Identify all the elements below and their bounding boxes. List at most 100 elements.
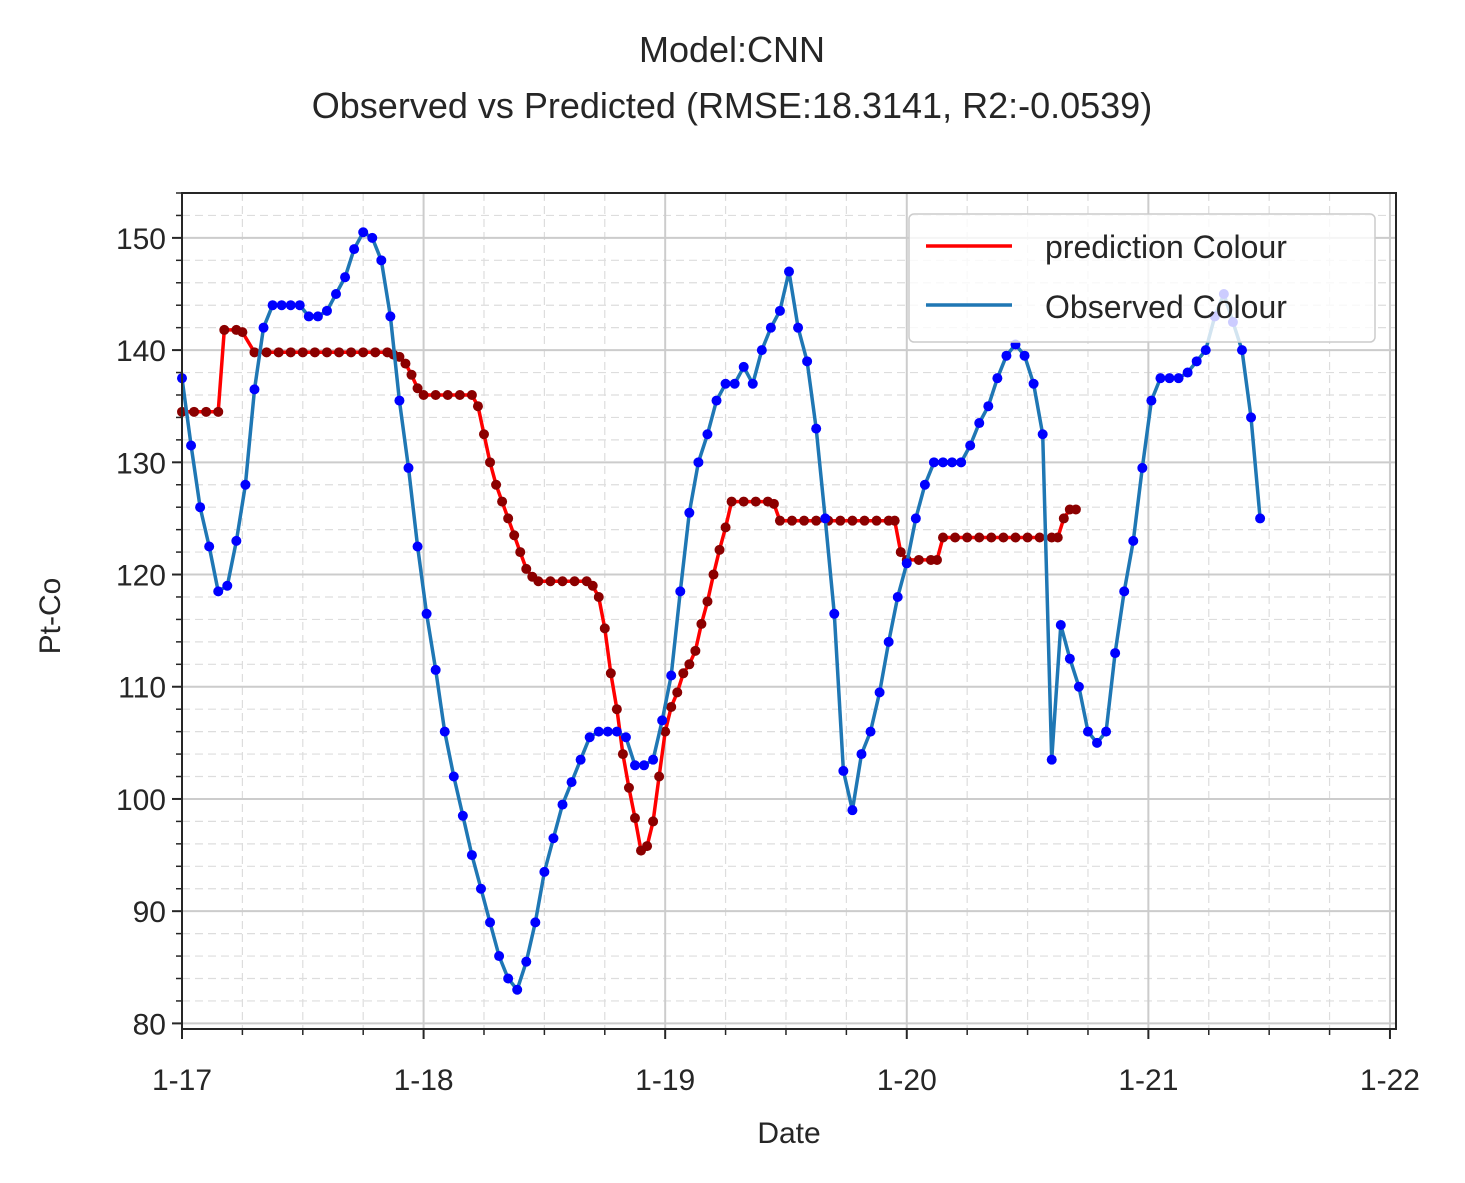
- data-point-observed: [249, 384, 260, 395]
- data-point-observed: [1128, 535, 1139, 546]
- data-point-observed: [448, 771, 459, 782]
- data-point-observed: [829, 608, 840, 619]
- data-point-observed: [820, 513, 831, 524]
- data-point-observed: [340, 272, 351, 283]
- data-point-observed: [865, 726, 876, 737]
- chart-title: Model:CNN: [639, 29, 825, 70]
- data-point-observed: [1110, 648, 1121, 659]
- data-point-prediction: [913, 554, 924, 565]
- data-point-prediction: [321, 347, 332, 358]
- data-point-observed: [774, 305, 785, 316]
- data-point-observed: [566, 777, 577, 788]
- data-point-prediction: [726, 496, 737, 507]
- data-point-prediction: [213, 406, 224, 417]
- y-tick-label: 130: [116, 447, 166, 480]
- data-point-observed: [1255, 513, 1266, 524]
- data-point-prediction: [938, 532, 949, 543]
- data-point-prediction: [472, 401, 483, 412]
- data-point-prediction: [678, 668, 689, 679]
- data-point-prediction: [811, 515, 822, 526]
- data-point-prediction: [666, 701, 677, 712]
- data-point-observed: [765, 322, 776, 333]
- data-point-prediction: [503, 513, 514, 524]
- data-point-observed: [947, 457, 958, 468]
- data-point-observed: [747, 378, 758, 389]
- data-point-prediction: [189, 406, 200, 417]
- data-point-observed: [294, 300, 305, 311]
- data-point-observed: [394, 395, 405, 406]
- data-point-observed: [793, 322, 804, 333]
- data-point-observed: [1037, 429, 1048, 440]
- x-tick-label: 1-22: [1360, 1064, 1420, 1097]
- data-point-prediction: [515, 547, 526, 558]
- data-point-observed: [1101, 726, 1112, 737]
- data-point-observed: [421, 608, 432, 619]
- data-point-observed: [195, 502, 206, 513]
- data-point-prediction: [406, 369, 417, 380]
- data-point-observed: [231, 535, 242, 546]
- data-point-prediction: [297, 347, 308, 358]
- data-point-observed: [611, 726, 622, 737]
- x-tick-label: 1-18: [394, 1064, 454, 1097]
- data-point-prediction: [720, 522, 731, 533]
- data-point-prediction: [1034, 532, 1045, 543]
- legend-label-observed: Observed Colour: [1045, 289, 1287, 325]
- data-point-observed: [974, 418, 985, 429]
- data-point-prediction: [750, 496, 761, 507]
- data-point-observed: [729, 378, 740, 389]
- data-point-prediction: [587, 580, 598, 591]
- data-point-prediction: [768, 498, 779, 509]
- data-point-observed: [983, 401, 994, 412]
- data-point-observed: [213, 586, 224, 597]
- data-point-prediction: [334, 347, 345, 358]
- data-point-observed: [602, 726, 613, 737]
- data-point-observed: [475, 883, 486, 894]
- data-point-observed: [901, 558, 912, 569]
- data-point-prediction: [454, 389, 465, 400]
- data-point-observed: [494, 951, 505, 962]
- data-point-prediction: [509, 530, 520, 541]
- data-point-prediction: [998, 532, 1009, 543]
- data-point-prediction: [847, 515, 858, 526]
- data-point-prediction: [611, 704, 622, 715]
- y-axis-label: Pt-Co: [34, 578, 67, 655]
- data-point-observed: [1001, 350, 1012, 361]
- data-point-observed: [956, 457, 967, 468]
- data-point-observed: [738, 361, 749, 372]
- data-point-prediction: [593, 591, 604, 602]
- data-point-prediction: [261, 347, 272, 358]
- data-point-observed: [1191, 356, 1202, 367]
- data-point-prediction: [1058, 513, 1069, 524]
- data-point-observed: [466, 850, 477, 861]
- data-point-observed: [684, 507, 695, 518]
- y-tick-label: 90: [133, 896, 166, 929]
- data-point-prediction: [370, 347, 381, 358]
- data-point-prediction: [599, 623, 610, 634]
- data-point-observed: [1073, 681, 1084, 692]
- data-point-observed: [648, 754, 659, 765]
- data-point-observed: [204, 541, 215, 552]
- legend-label-prediction: prediction Colour: [1045, 229, 1287, 265]
- data-point-observed: [1119, 586, 1130, 597]
- data-point-prediction: [358, 347, 369, 358]
- major-grid: [181, 193, 1396, 1029]
- data-point-observed: [1236, 345, 1247, 356]
- data-point-prediction: [346, 347, 357, 358]
- series-layer: [177, 227, 1266, 995]
- series-line-prediction: [182, 328, 1076, 853]
- plot-frame: [181, 192, 1397, 1030]
- data-point-prediction: [491, 479, 502, 490]
- data-point-observed: [485, 917, 496, 928]
- data-point-observed: [367, 232, 378, 243]
- data-point-prediction: [690, 645, 701, 656]
- data-point-prediction: [787, 515, 798, 526]
- y-tick-label: 120: [116, 560, 166, 593]
- data-point-prediction: [702, 596, 713, 607]
- data-point-prediction: [430, 389, 441, 400]
- data-point-prediction: [648, 816, 659, 827]
- data-point-observed: [756, 345, 767, 356]
- data-point-prediction: [1052, 532, 1063, 543]
- data-point-observed: [992, 373, 1003, 384]
- data-point-prediction: [931, 554, 942, 565]
- data-point-observed: [1246, 412, 1257, 423]
